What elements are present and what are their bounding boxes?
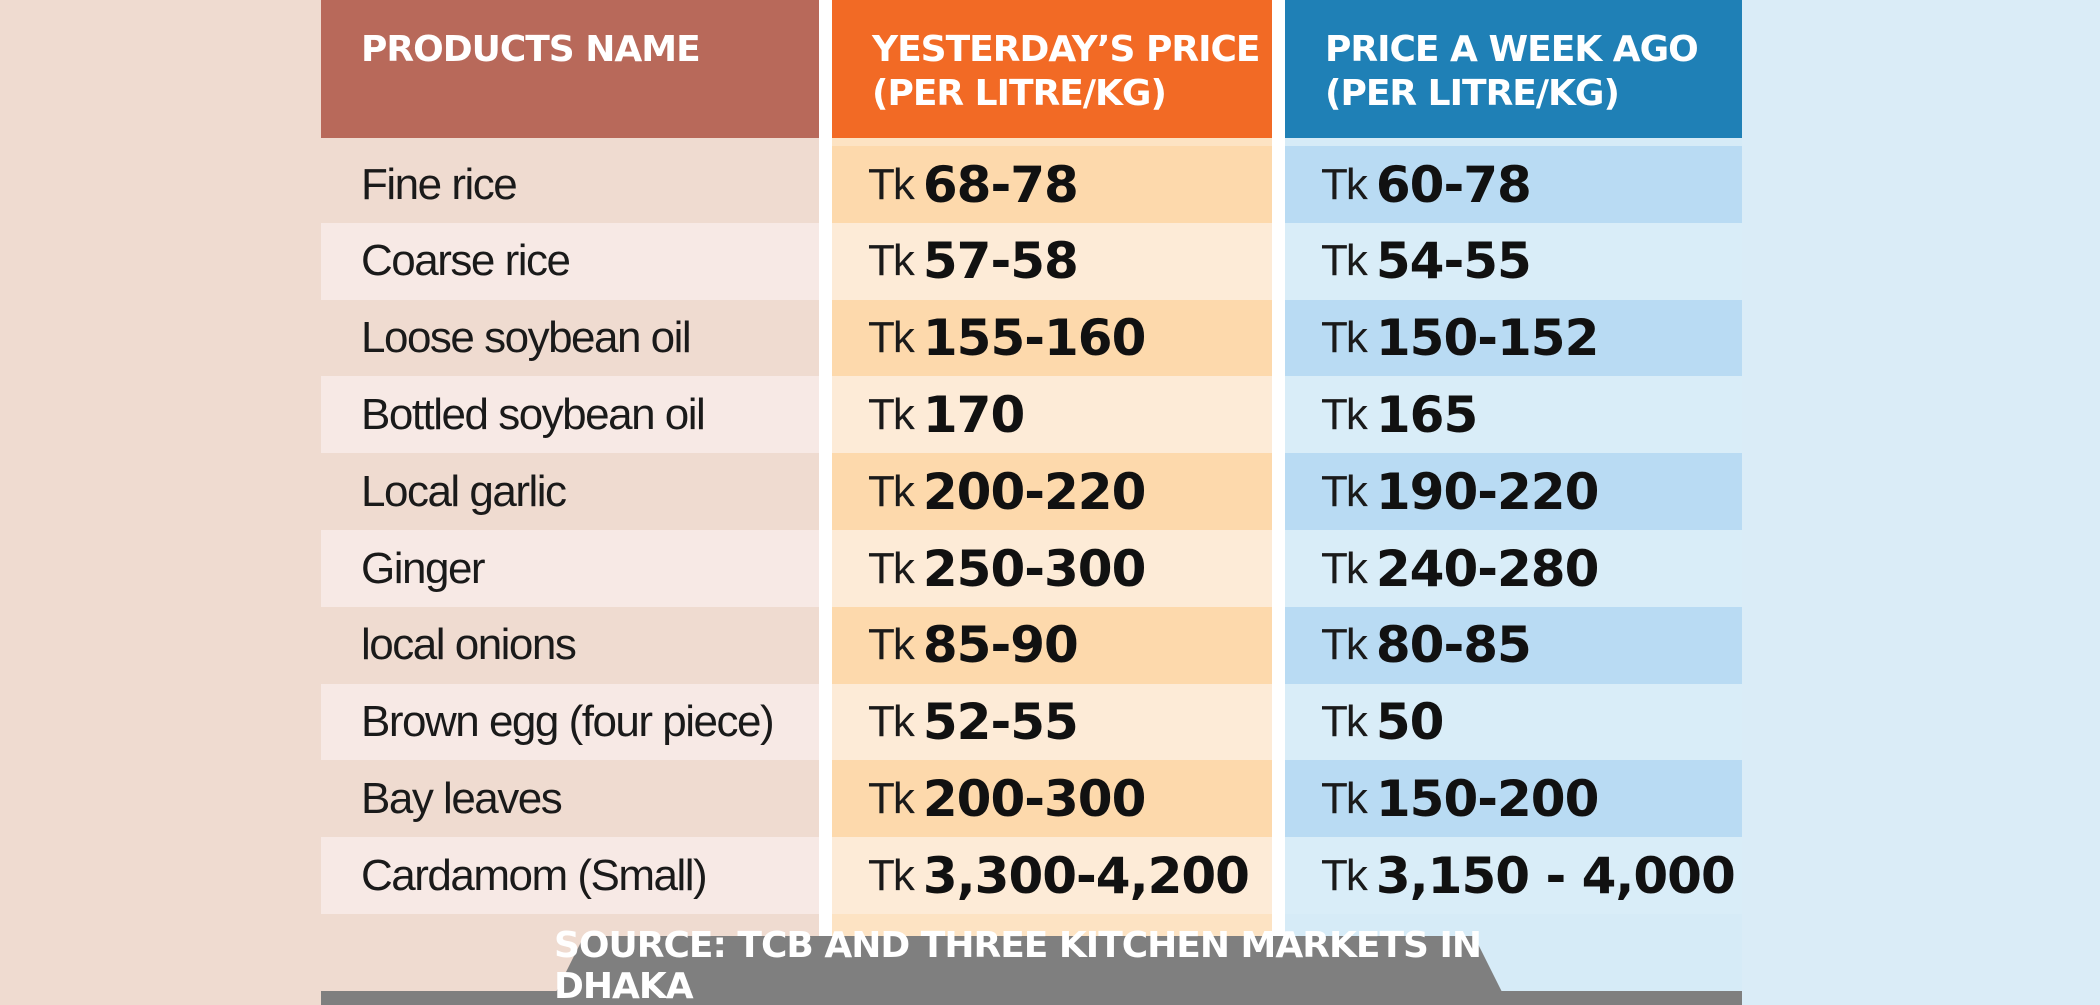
week-ago-price-value: 60-78 [1375, 155, 1532, 214]
table-row: Loose soybean oil Tk 155-160 Tk 150-152 [321, 299, 1742, 377]
product-name: Bottled soybean oil [321, 376, 819, 454]
yesterday-price-value: 3,300-4,200 [922, 846, 1250, 905]
product-name: Coarse rice [321, 222, 819, 300]
yesterday-price-value: 170 [922, 385, 1025, 444]
currency-label: Tk [868, 466, 915, 516]
week-ago-price-cell: Tk 3,150 - 4,000 [1285, 837, 1742, 915]
currency-label: Tk [1321, 773, 1368, 823]
product-name: local onions [321, 606, 819, 684]
currency-label: Tk [1321, 466, 1368, 516]
week-ago-price-value: 80-85 [1375, 616, 1532, 675]
yesterday-price-value: 200-300 [922, 769, 1146, 828]
currency-label: Tk [1321, 850, 1368, 900]
yesterday-price-value: 68-78 [922, 155, 1079, 214]
currency-label: Tk [868, 773, 915, 823]
currency-label: Tk [1321, 620, 1368, 670]
currency-label: Tk [868, 313, 915, 363]
week-ago-price-value: 54-55 [1375, 232, 1532, 291]
yesterday-price-cell: Tk 52-55 [832, 683, 1272, 761]
table-row: Fine rice Tk 68-78 Tk 60-78 [321, 146, 1742, 223]
week-ago-price-cell: Tk 190-220 [1285, 453, 1742, 531]
week-ago-price-value: 150-152 [1375, 309, 1599, 368]
yesterday-price-cell: Tk 170 [832, 376, 1272, 454]
currency-label: Tk [868, 620, 915, 670]
week-ago-price-cell: Tk 150-152 [1285, 299, 1742, 377]
table-row: Ginger Tk 250-300 Tk 240-280 [321, 530, 1742, 607]
week-ago-price-cell: Tk 165 [1285, 376, 1742, 454]
currency-label: Tk [1321, 236, 1368, 286]
table-row: Cardamom (Small) Tk 3,300-4,200 Tk 3,150 - 4… [321, 837, 1742, 915]
product-name: Fine rice [321, 146, 819, 223]
week-ago-price-cell: Tk 50 [1285, 683, 1742, 761]
product-name: Bay leaves [321, 760, 819, 838]
yesterday-price-value: 52-55 [922, 693, 1079, 752]
yesterday-price-value: 155-160 [922, 309, 1146, 368]
table-row: Bottled soybean oil Tk 170 Tk 165 [321, 376, 1742, 454]
week-ago-price-cell: Tk 60-78 [1285, 146, 1742, 223]
yesterday-price-cell: Tk 57-58 [832, 222, 1272, 300]
week-ago-price-value: 150-200 [1375, 769, 1599, 828]
table-row: local onions Tk 85-90 Tk 80-85 [321, 606, 1742, 684]
price-table: PRODUCTS NAME YESTERDAY’S PRICE (PER LIT… [321, 0, 1742, 1005]
yesterday-price-cell: Tk 200-300 [832, 760, 1272, 838]
yesterday-price-cell: Tk 3,300-4,200 [832, 837, 1272, 915]
week-ago-price-value: 165 [1375, 385, 1478, 444]
currency-label: Tk [1321, 697, 1368, 747]
currency-label: Tk [1321, 543, 1368, 593]
week-ago-price-cell: Tk 80-85 [1285, 606, 1742, 684]
week-ago-price-value: 3,150 - 4,000 [1375, 846, 1736, 905]
source-note: SOURCE: TCB AND THREE KITCHEN MARKETS IN… [554, 925, 1482, 1005]
yesterday-price-value: 57-58 [922, 232, 1079, 291]
yesterday-price-value: 85-90 [922, 616, 1079, 675]
currency-label: Tk [1321, 389, 1368, 439]
product-name: Brown egg (four piece) [321, 683, 819, 761]
currency-label: Tk [868, 159, 915, 209]
header-products-name-label: PRODUCTS NAME [361, 29, 701, 70]
table-row: Brown egg (four piece) Tk 52-55 Tk 50 [321, 683, 1742, 761]
yesterday-price-cell: Tk 155-160 [832, 299, 1272, 377]
week-ago-price-value: 50 [1375, 693, 1445, 752]
product-name: Local garlic [321, 453, 819, 531]
yesterday-price-cell: Tk 200-220 [832, 453, 1272, 531]
header-yesterday-price-label: YESTERDAY’S PRICE (PER LITRE/KG) [872, 29, 1260, 114]
week-ago-price-value: 240-280 [1375, 539, 1599, 598]
table-row: Local garlic Tk 200-220 Tk 190-220 [321, 453, 1742, 531]
yesterday-price-value: 200-220 [922, 462, 1146, 521]
table-row: Bay leaves Tk 200-300 Tk 150-200 [321, 760, 1742, 838]
currency-label: Tk [868, 697, 915, 747]
week-ago-price-cell: Tk 54-55 [1285, 222, 1742, 300]
product-name: Cardamom (Small) [321, 837, 819, 915]
week-ago-price-cell: Tk 150-200 [1285, 760, 1742, 838]
yesterday-price-value: 250-300 [922, 539, 1146, 598]
source-tab-shape [554, 936, 1504, 996]
currency-label: Tk [1321, 159, 1368, 209]
yesterday-price-cell: Tk 85-90 [832, 606, 1272, 684]
header-week-ago-price-label: PRICE A WEEK AGO (PER LITRE/KG) [1325, 29, 1699, 114]
yesterday-price-cell: Tk 250-300 [832, 530, 1272, 607]
product-name: Ginger [321, 530, 819, 607]
currency-label: Tk [868, 389, 915, 439]
source-tab: SOURCE: TCB AND THREE KITCHEN MARKETS IN… [554, 925, 1504, 1005]
table-row: Coarse rice Tk 57-58 Tk 54-55 [321, 222, 1742, 300]
week-ago-price-cell: Tk 240-280 [1285, 530, 1742, 607]
product-name: Loose soybean oil [321, 299, 819, 377]
header-products-name: PRODUCTS NAME [321, 0, 819, 138]
currency-label: Tk [868, 850, 915, 900]
currency-label: Tk [868, 236, 915, 286]
currency-label: Tk [1321, 313, 1368, 363]
yesterday-price-cell: Tk 68-78 [832, 146, 1272, 223]
week-ago-price-value: 190-220 [1375, 462, 1599, 521]
header-week-ago-price: PRICE A WEEK AGO (PER LITRE/KG) [1285, 0, 1742, 138]
currency-label: Tk [868, 543, 915, 593]
header-yesterday-price: YESTERDAY’S PRICE (PER LITRE/KG) [832, 0, 1272, 138]
